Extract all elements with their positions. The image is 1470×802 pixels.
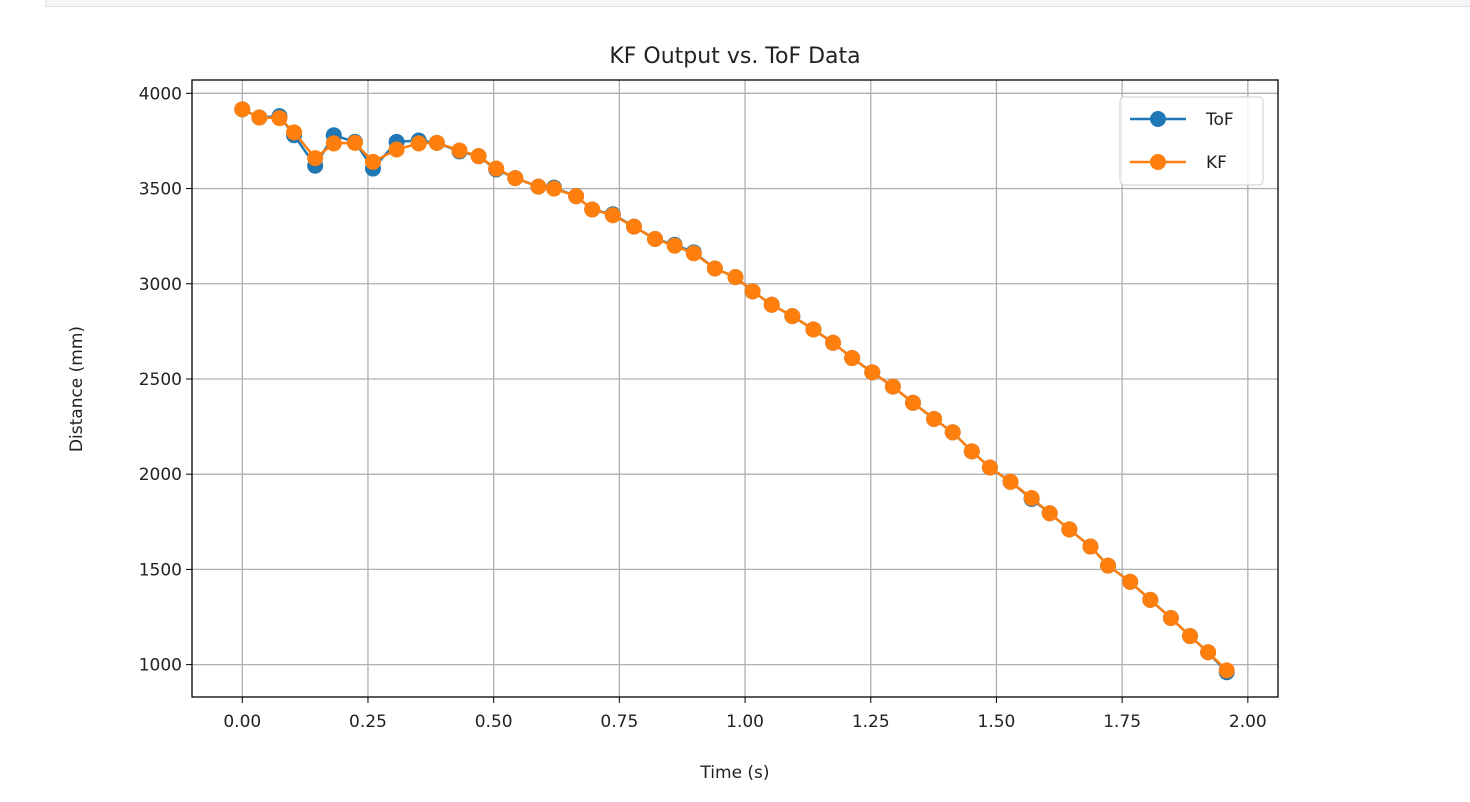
data-point-kf xyxy=(584,201,601,218)
data-point-kf xyxy=(1162,609,1179,626)
data-point-kf xyxy=(1200,644,1217,661)
x-tick-label: 1.50 xyxy=(978,712,1016,732)
x-tick-label: 1.25 xyxy=(852,712,890,732)
data-point-kf xyxy=(470,148,487,165)
data-point-kf xyxy=(1041,505,1058,522)
legend-marker-tof xyxy=(1150,111,1166,127)
data-point-kf xyxy=(307,150,324,167)
x-tick-label: 1.75 xyxy=(1103,712,1141,732)
data-point-kf xyxy=(1122,573,1139,590)
data-point-kf xyxy=(286,124,303,141)
x-tick-label: 0.00 xyxy=(223,712,261,732)
data-point-kf xyxy=(744,283,761,300)
ticks: 0.00 0.25 0.50 0.75 1.00 1.25 1.50 1.75 2.00 1000… xyxy=(139,84,1267,732)
data-point-kf xyxy=(981,459,998,476)
series-line-kf xyxy=(241,108,1228,672)
plot-frame xyxy=(191,79,1279,698)
grid xyxy=(192,80,1278,697)
data-point-kf xyxy=(488,160,505,177)
data-point-kf xyxy=(410,135,427,152)
data-point-kf xyxy=(1082,538,1099,555)
data-point-kf xyxy=(825,334,842,351)
data-point-kf xyxy=(864,364,881,381)
x-tick-label: 1.00 xyxy=(726,712,764,732)
data-point-kf xyxy=(884,378,901,395)
data-point-kf xyxy=(963,443,980,460)
data-point-kf xyxy=(763,296,780,313)
data-point-kf xyxy=(844,350,861,367)
chart-title: KF Output vs. ToF Data xyxy=(609,44,860,69)
legend: ToF KF xyxy=(1119,96,1264,186)
data-point-kf xyxy=(944,424,961,441)
y-tick-label: 3500 xyxy=(139,180,182,200)
data-point-kf xyxy=(706,260,723,277)
data-point-kf xyxy=(530,178,547,195)
x-tick-label: 0.75 xyxy=(600,712,638,732)
data-point-kf xyxy=(685,245,702,262)
data-point-kf xyxy=(365,153,381,170)
y-tick-label: 2500 xyxy=(139,370,182,390)
data-point-kf xyxy=(1061,521,1078,538)
notebook-cell-top-bar xyxy=(45,0,1470,7)
data-point-kf xyxy=(1100,557,1117,574)
series-line-tof xyxy=(241,108,1228,674)
y-tick-label: 1000 xyxy=(139,656,182,676)
data-point-kf xyxy=(1023,489,1040,506)
data-point-kf xyxy=(666,237,683,254)
y-axis-label: Distance (mm) xyxy=(67,326,87,452)
data-point-kf xyxy=(1182,628,1199,645)
data-point-kf xyxy=(428,134,445,151)
data-point-kf xyxy=(926,410,943,427)
data-point-kf xyxy=(1218,662,1235,679)
data-point-kf xyxy=(904,394,921,411)
data-point-kf xyxy=(325,135,342,152)
data-point-kf xyxy=(568,188,585,205)
data-point-kf xyxy=(271,110,288,127)
y-tick-label: 1500 xyxy=(139,560,182,580)
data-point-kf xyxy=(604,207,621,224)
legend-label-kf: KF xyxy=(1206,153,1227,173)
x-tick-label: 0.50 xyxy=(475,712,513,732)
y-tick-label: 4000 xyxy=(139,84,182,104)
data-point-kf xyxy=(647,231,664,248)
data-point-kf xyxy=(251,109,268,126)
x-tick-label: 0.25 xyxy=(349,712,387,732)
legend-label-tof: ToF xyxy=(1205,110,1234,130)
data-point-kf xyxy=(805,321,822,338)
data-point-kf xyxy=(451,142,468,159)
data-point-kf xyxy=(727,269,744,286)
data-point-kf xyxy=(507,170,524,187)
x-tick-label: 2.00 xyxy=(1229,712,1267,732)
series xyxy=(234,101,1235,681)
data-point-kf xyxy=(625,218,642,235)
data-point-kf xyxy=(546,180,562,197)
x-axis-label: Time (s) xyxy=(699,763,769,783)
data-point-kf xyxy=(346,134,363,151)
data-point-kf xyxy=(1142,591,1159,608)
data-point-kf xyxy=(388,141,405,158)
data-point-kf xyxy=(234,101,251,118)
y-tick-label: 3000 xyxy=(139,275,182,295)
data-point-kf xyxy=(784,308,801,325)
legend-marker-kf xyxy=(1150,154,1166,170)
data-point-kf xyxy=(1002,473,1019,490)
y-tick-label: 2000 xyxy=(139,465,182,485)
